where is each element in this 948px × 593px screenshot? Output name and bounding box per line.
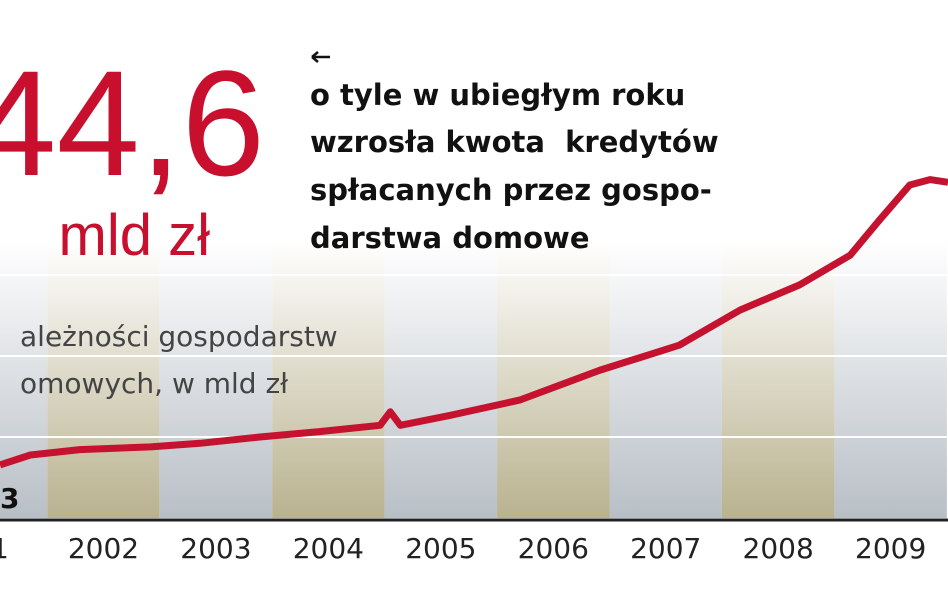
x-tick-label: 2004 [293, 532, 364, 565]
x-tick-label: 2009 [855, 532, 926, 565]
x-tick-label: 2002 [68, 532, 139, 565]
x-tick-label: 01 [0, 532, 9, 565]
subtitle: ależności gospodarstw [20, 320, 338, 353]
headline: 44,6 [0, 39, 265, 207]
arrow [311, 51, 330, 63]
x-tick-label: 2005 [405, 532, 476, 565]
line-series [0, 176, 948, 469]
year-band [609, 240, 722, 518]
year-band [159, 240, 273, 518]
year-band [272, 240, 385, 518]
annotation: wzrosła [310, 125, 436, 159]
annotation-bold: kwota kredytów [446, 125, 719, 159]
start-label: 3 [0, 482, 19, 515]
annotation: o tyle w ubiegłym roku [310, 78, 685, 112]
year-band [497, 240, 610, 518]
subtitle: omowych, w mld zł [20, 367, 288, 400]
x-tick-label: 2007 [630, 532, 701, 565]
x-tick-label: 2003 [180, 532, 251, 565]
year-band [721, 240, 835, 518]
x-tick-label: 2006 [518, 532, 589, 565]
headline-unit: mld zł [59, 203, 211, 268]
year-band [834, 240, 947, 518]
year-band [384, 240, 498, 518]
year-band [0, 240, 48, 518]
annotation: darstwa domowe [310, 221, 590, 255]
x-tick-label: 2008 [743, 532, 814, 565]
plot-area [0, 176, 948, 522]
year-band [47, 240, 160, 518]
annotation: wzrosła kwota kredytów [310, 125, 719, 159]
annotation: spłacanych przez gospo- [310, 173, 712, 207]
